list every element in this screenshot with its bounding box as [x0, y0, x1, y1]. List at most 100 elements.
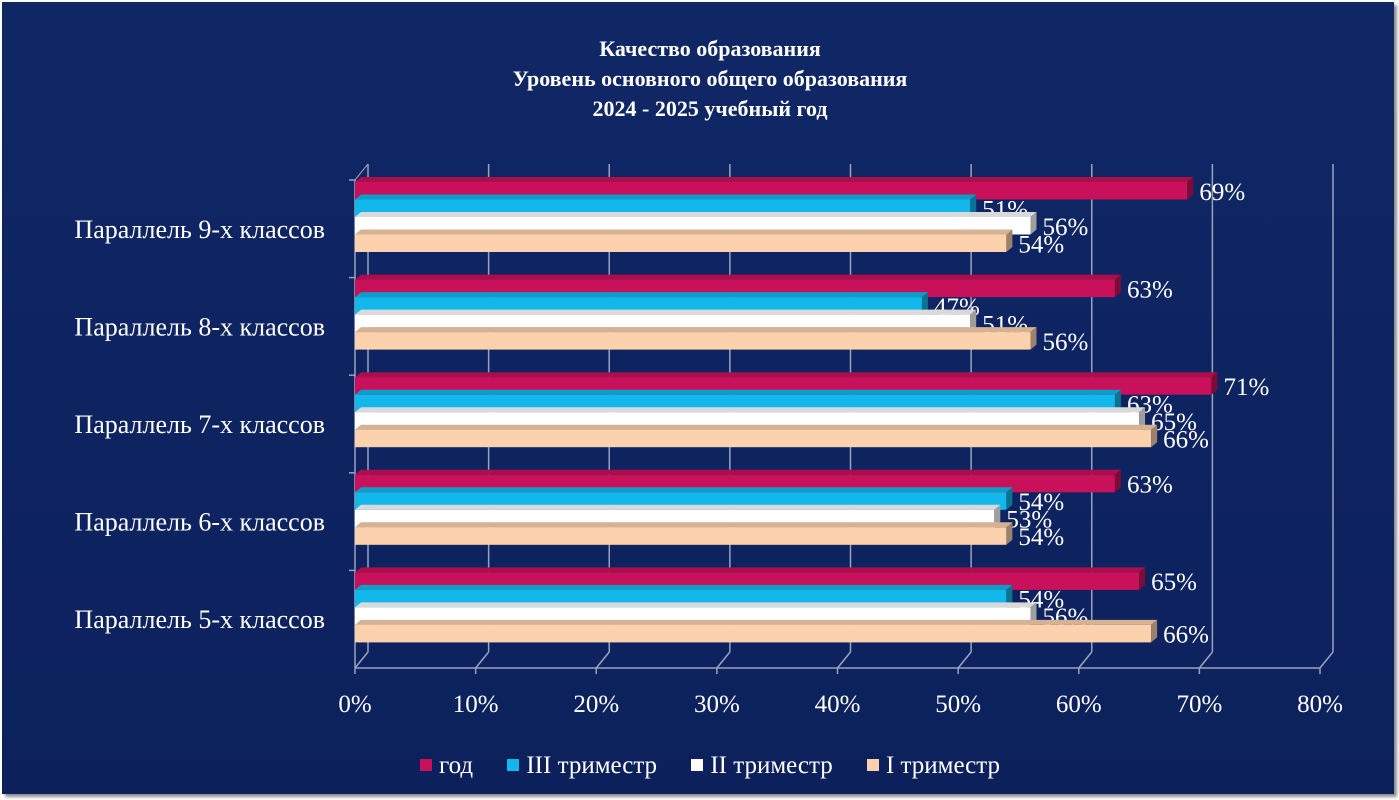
data-label: 69%	[1199, 179, 1245, 206]
bar	[355, 332, 1031, 350]
legend-item-trimester-1: I триместр	[866, 752, 1001, 780]
legend-label-god: год	[438, 752, 474, 779]
bar-top-face	[355, 212, 1037, 217]
data-label: 65%	[1151, 569, 1197, 596]
floor-gridline	[354, 651, 369, 669]
legend-item-trimester-2: II триместр	[691, 752, 833, 780]
x-tick-label: 0%	[338, 691, 371, 718]
floor-gridline	[836, 651, 852, 669]
floor-gridline	[475, 651, 490, 669]
x-tick-label: 70%	[1176, 691, 1222, 718]
legend-swatch-trimester-1	[866, 759, 879, 772]
data-label: 65%	[1151, 409, 1197, 436]
bar	[355, 624, 1152, 643]
bar-end-face	[1114, 274, 1121, 298]
floor-gridline	[1198, 651, 1213, 669]
chart-title: Качество образования Уровень основного о…	[0, 34, 1399, 124]
bar-end-face	[921, 292, 928, 315]
bar-end-face	[1030, 327, 1037, 350]
bar-top-face	[355, 602, 1037, 608]
x-tick-label: 10%	[453, 691, 499, 718]
bar-end-face	[970, 309, 977, 333]
bar-top-face	[355, 389, 1121, 395]
category-label: Параллель 6-х классов	[74, 508, 325, 537]
bar-top-face	[355, 177, 1194, 182]
data-label: 54%	[1018, 524, 1064, 551]
category-label: Параллель 7-х классов	[74, 410, 325, 439]
bar	[355, 527, 1007, 545]
data-label: 53%	[1006, 507, 1052, 534]
bar	[355, 234, 1007, 252]
x-tick-label: 50%	[935, 691, 981, 718]
bar-end-face	[1151, 619, 1158, 643]
legend-label-trimester-2: II триместр	[710, 752, 833, 779]
x-tick-label: 60%	[1056, 691, 1102, 718]
category-label: Параллель 9-х классов	[74, 215, 325, 244]
bar-end-face	[1211, 372, 1218, 395]
bar-end-face	[1030, 212, 1037, 235]
wall-edge	[354, 163, 369, 181]
x-tick-label: 20%	[573, 691, 619, 718]
chart-title-line-3: 2024 - 2025 учебный год	[592, 96, 828, 121]
bar-top-face	[355, 327, 1037, 333]
bar-end-face	[1139, 567, 1146, 590]
bar-end-face	[1151, 424, 1158, 448]
x-tick-label: 40%	[815, 691, 861, 718]
bar-top-face	[355, 522, 1013, 528]
bar-end-face	[1114, 469, 1121, 493]
floor-gridline	[957, 651, 972, 669]
bar-top-face	[355, 567, 1146, 573]
bar-top-face	[355, 292, 928, 298]
data-label: 66%	[1163, 622, 1209, 649]
bar-top-face	[355, 504, 1001, 510]
bar-end-face	[1187, 177, 1194, 200]
category-label: Параллель 5-х классов	[74, 605, 325, 634]
floor-gridline	[1319, 651, 1334, 669]
chart-title-line-2: Уровень основного общего образования	[512, 66, 908, 91]
legend-item-trimester-3: III триместр	[507, 752, 657, 780]
floor-gridline	[1078, 651, 1093, 669]
data-label: 56%	[1043, 214, 1089, 241]
bar-end-face	[1006, 487, 1013, 510]
bar-top-face	[355, 584, 1013, 590]
bar-top-face	[355, 469, 1121, 475]
floor-gridline	[716, 651, 731, 669]
data-label: 63%	[1127, 472, 1173, 499]
x-tick-label: 80%	[1297, 691, 1343, 718]
data-label: 71%	[1223, 374, 1269, 401]
bar-top-face	[355, 619, 1158, 625]
bar-end-face	[970, 194, 977, 217]
bar-end-face	[994, 504, 1001, 528]
legend-swatch-god	[419, 759, 432, 772]
bar-top-face	[355, 274, 1121, 280]
data-label: 66%	[1163, 426, 1209, 453]
legend: год III триместр II триместр I триместр	[0, 752, 1399, 780]
bar-top-face	[355, 424, 1158, 430]
bar-end-face	[1006, 584, 1013, 608]
bar-end-face	[1006, 522, 1013, 545]
bar-top-face	[355, 194, 977, 200]
data-label: 63%	[1127, 276, 1173, 303]
legend-label-trimester-3: III триместр	[526, 752, 658, 779]
category-label: Параллель 8-х классов	[74, 312, 325, 341]
bar-end-face	[1006, 229, 1013, 252]
bar-end-face	[1114, 389, 1121, 413]
bar-top-face	[355, 487, 1013, 493]
data-label: 56%	[1043, 329, 1089, 356]
bar-end-face	[1139, 407, 1146, 430]
bar-top-face	[355, 372, 1218, 378]
chart-title-line-1: Качество образования	[599, 36, 821, 61]
legend-swatch-trimester-3	[507, 759, 520, 772]
floor-gridline	[595, 651, 610, 669]
data-label: 54%	[1018, 489, 1064, 516]
legend-swatch-trimester-2	[691, 759, 704, 772]
bar-end-face	[1030, 602, 1037, 625]
legend-item-god: год	[419, 752, 474, 780]
bar-top-face	[355, 407, 1146, 413]
bar	[355, 429, 1152, 448]
bar-top-face	[355, 229, 1013, 235]
x-tick-label: 30%	[694, 691, 740, 718]
bar-top-face	[355, 309, 977, 315]
legend-label-trimester-1: I триместр	[885, 752, 1001, 779]
